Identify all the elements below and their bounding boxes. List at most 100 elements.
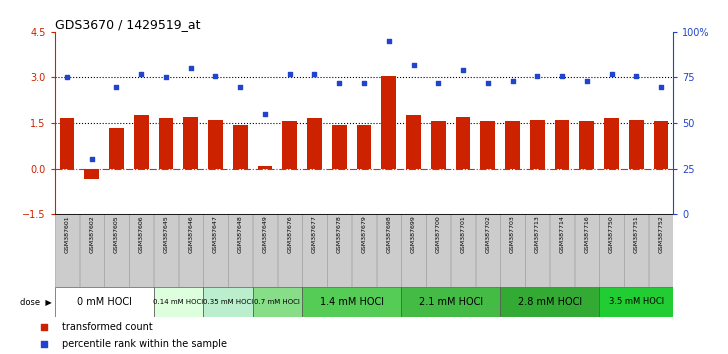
Bar [530,120,545,169]
Bar [500,214,525,287]
Bar [178,214,203,287]
Bar [258,166,272,169]
Text: 0.7 mM HOCl: 0.7 mM HOCl [254,299,301,305]
Bar [550,214,574,287]
Point [581,78,593,84]
Bar [629,120,644,169]
Text: GSM387713: GSM387713 [535,216,539,253]
Point [432,80,444,86]
Text: GSM387716: GSM387716 [585,216,589,253]
Text: GDS3670 / 1429519_at: GDS3670 / 1429519_at [55,18,200,31]
Bar [253,287,302,317]
Text: 2.1 mM HOCl: 2.1 mM HOCl [419,297,483,307]
Text: GSM387751: GSM387751 [634,216,638,253]
Bar [604,119,619,169]
Point [531,73,543,79]
Bar [431,121,446,169]
Text: GSM387698: GSM387698 [387,216,391,253]
Bar [307,119,322,169]
Bar [649,214,673,287]
Point [383,38,395,44]
Bar [79,214,104,287]
Bar [352,214,376,287]
Bar [60,119,74,169]
Text: GSM387752: GSM387752 [659,216,663,253]
Point [606,71,617,76]
Bar [456,117,470,169]
Point [135,71,147,76]
Bar [332,125,347,169]
Bar [599,287,673,317]
Text: 1.4 mM HOCl: 1.4 mM HOCl [320,297,384,307]
Bar [134,115,149,169]
Bar [599,214,624,287]
Text: GSM387647: GSM387647 [213,216,218,253]
Point [655,84,667,89]
Bar [203,287,253,317]
Point [408,62,419,68]
Bar [129,214,154,287]
Text: percentile rank within the sample: percentile rank within the sample [62,339,227,349]
Text: GSM387676: GSM387676 [288,216,292,253]
Text: 0.35 mM HOCl: 0.35 mM HOCl [202,299,253,305]
Text: GSM387679: GSM387679 [362,216,366,253]
Text: GSM387646: GSM387646 [189,216,193,253]
Point [185,65,197,71]
Bar [426,214,451,287]
Text: GSM387700: GSM387700 [436,216,440,253]
Point [61,75,73,80]
Bar [154,287,203,317]
Bar [500,287,599,317]
Bar [55,214,79,287]
Bar [381,76,396,169]
Point [507,78,518,84]
Bar [327,214,352,287]
Point [482,80,494,86]
Text: transformed count: transformed count [62,322,153,332]
Text: 0 mM HOCl: 0 mM HOCl [76,297,132,307]
Text: GSM387702: GSM387702 [486,216,490,253]
Bar [401,214,426,287]
Point [210,73,221,79]
Text: GSM387714: GSM387714 [560,216,564,253]
Bar [183,117,198,169]
Text: 0.14 mM HOCl: 0.14 mM HOCl [153,299,204,305]
Bar [55,287,154,317]
Bar [302,214,327,287]
Point [259,111,271,117]
Bar [406,115,421,169]
Bar [574,214,599,287]
Bar [302,287,401,317]
Bar [233,125,248,169]
Text: GSM387699: GSM387699 [411,216,416,253]
Bar [277,214,302,287]
Bar [654,121,668,169]
Point [309,71,320,76]
Point [333,80,345,86]
Bar [282,121,297,169]
Point [111,84,122,89]
Bar [104,214,129,287]
Point [457,67,469,73]
Text: GSM387678: GSM387678 [337,216,341,253]
Bar [109,127,124,169]
Text: GSM387703: GSM387703 [510,216,515,253]
Bar [624,214,649,287]
Text: GSM387750: GSM387750 [609,216,614,253]
Point [556,73,568,79]
Point [86,156,98,162]
Bar [84,169,99,179]
Text: GSM387606: GSM387606 [139,216,143,253]
Text: 3.5 mM HOCl: 3.5 mM HOCl [609,297,664,306]
Bar [451,214,475,287]
Bar [228,214,253,287]
Point [160,75,172,80]
Bar [253,214,277,287]
Text: GSM387605: GSM387605 [114,216,119,253]
Bar [203,214,228,287]
Text: dose  ▶: dose ▶ [20,297,52,306]
Point [358,80,370,86]
Bar [154,214,178,287]
Point [630,73,642,79]
Bar [376,214,401,287]
